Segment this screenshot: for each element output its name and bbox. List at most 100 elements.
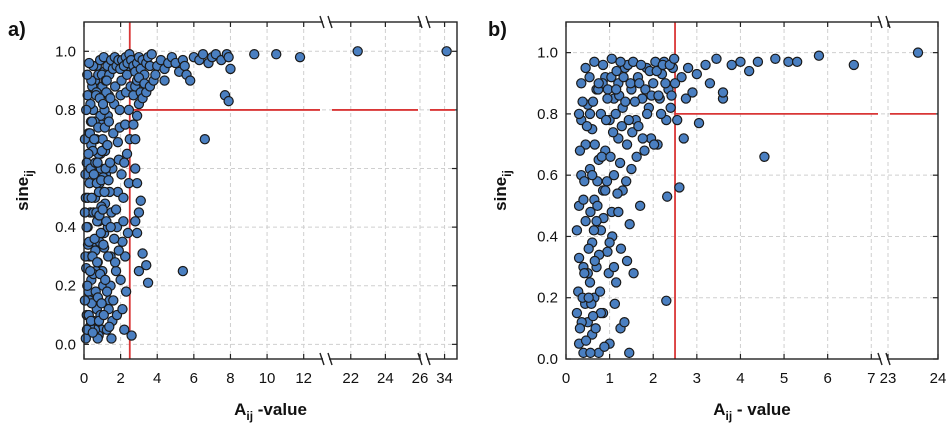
x-tick-label: 24 — [930, 370, 947, 387]
data-point — [648, 139, 660, 150]
data-point — [596, 151, 607, 162]
data-point — [120, 286, 132, 297]
data-point — [588, 225, 600, 236]
data-point — [97, 204, 108, 215]
data-point — [640, 84, 651, 95]
data-point — [666, 90, 677, 101]
data-point — [615, 243, 627, 254]
y-axis-label-sub: ij — [500, 170, 514, 177]
x-tick-label: 6 — [823, 370, 831, 387]
axis-break-gap — [881, 19, 887, 25]
axis-break-mark — [319, 15, 325, 29]
data-point — [119, 324, 130, 335]
axis-break-mark — [327, 352, 333, 366]
data-point — [592, 200, 603, 212]
data-point — [628, 268, 639, 279]
data-point — [106, 333, 117, 344]
data-point — [110, 265, 122, 277]
data-point — [633, 120, 644, 132]
data-point — [579, 268, 590, 279]
data-point — [583, 292, 594, 303]
data-point — [184, 75, 196, 86]
y-tick-label: 1.0 — [537, 45, 558, 62]
data-point — [577, 96, 588, 107]
panel-a: 0.00.20.40.60.81.00 2 4 6 8 10 12 22 24 26 34a)Aij… — [8, 15, 458, 423]
data-point — [629, 96, 641, 107]
data-point — [101, 286, 113, 297]
data-point — [105, 221, 116, 233]
data-point — [573, 108, 585, 120]
x-axis-label-sub: ij — [726, 409, 733, 423]
scatter-points — [79, 46, 452, 344]
y-tick-label: 0.4 — [55, 219, 76, 236]
data-point — [102, 139, 113, 151]
data-point — [109, 233, 120, 245]
data-point — [624, 218, 635, 230]
panel-b: 0.00.20.40.60.81.00 1 2 3 4 5 6 7 23 24b)Aij - va… — [488, 15, 947, 423]
x-axis-label: Aij -value — [234, 400, 307, 423]
x-tick-label: 4 — [736, 370, 744, 387]
x-tick-label: 5 — [780, 370, 788, 387]
axis-break-gap — [323, 19, 329, 25]
data-point — [608, 169, 620, 181]
data-point — [294, 51, 306, 63]
data-point — [682, 62, 694, 74]
panel-label: a) — [8, 19, 26, 41]
data-point — [131, 227, 143, 239]
y-tick-label: 0.0 — [537, 351, 558, 368]
data-point — [620, 176, 632, 187]
axis-break-mark — [327, 15, 333, 29]
data-point — [573, 252, 585, 264]
data-point — [601, 176, 613, 187]
data-point — [607, 127, 619, 138]
x-tick-label: 3 — [693, 370, 701, 387]
y-axis-label-sub: ij — [22, 170, 36, 177]
y-tick-label: 0.6 — [55, 161, 76, 178]
data-point — [609, 298, 621, 310]
y-axis-label-main: sine — [491, 177, 510, 211]
data-point — [118, 216, 129, 227]
y-tick-label: 0.0 — [55, 336, 76, 353]
data-point — [104, 157, 116, 168]
data-point — [79, 295, 91, 306]
data-point — [150, 69, 161, 80]
data-point — [119, 157, 130, 168]
data-point — [661, 295, 672, 306]
y-axis-label-main: sine — [13, 177, 32, 211]
data-point — [117, 303, 128, 315]
x-tick-label: 0 — [562, 370, 570, 387]
x-axis-label-main: A — [234, 400, 246, 419]
data-point — [137, 248, 148, 259]
axis-break-gap — [323, 356, 329, 362]
axis-break-gap — [421, 19, 427, 25]
data-point — [624, 347, 635, 359]
x-axis-label-main: A — [713, 400, 725, 419]
x-tick-label: 23 — [880, 370, 897, 387]
data-point — [599, 341, 610, 352]
data-point — [141, 260, 152, 271]
data-point — [783, 56, 794, 68]
data-point — [627, 127, 638, 138]
data-point — [574, 145, 586, 156]
data-point — [672, 114, 683, 126]
data-point — [99, 186, 110, 198]
data-point — [584, 277, 596, 288]
panel-label: b) — [488, 19, 507, 41]
data-point — [602, 93, 613, 104]
data-point — [112, 136, 124, 148]
data-point — [116, 169, 127, 180]
data-point — [133, 207, 145, 218]
scatter-points — [571, 47, 924, 359]
data-point — [611, 65, 622, 77]
data-point — [146, 49, 157, 60]
data-point — [700, 59, 711, 71]
data-point — [88, 169, 100, 180]
data-point — [759, 151, 770, 162]
data-point — [580, 335, 592, 346]
plot-frame — [565, 21, 939, 360]
data-point — [131, 110, 143, 121]
data-point — [119, 251, 131, 262]
data-point — [660, 78, 671, 89]
data-point — [179, 60, 190, 72]
data-point — [79, 207, 91, 218]
